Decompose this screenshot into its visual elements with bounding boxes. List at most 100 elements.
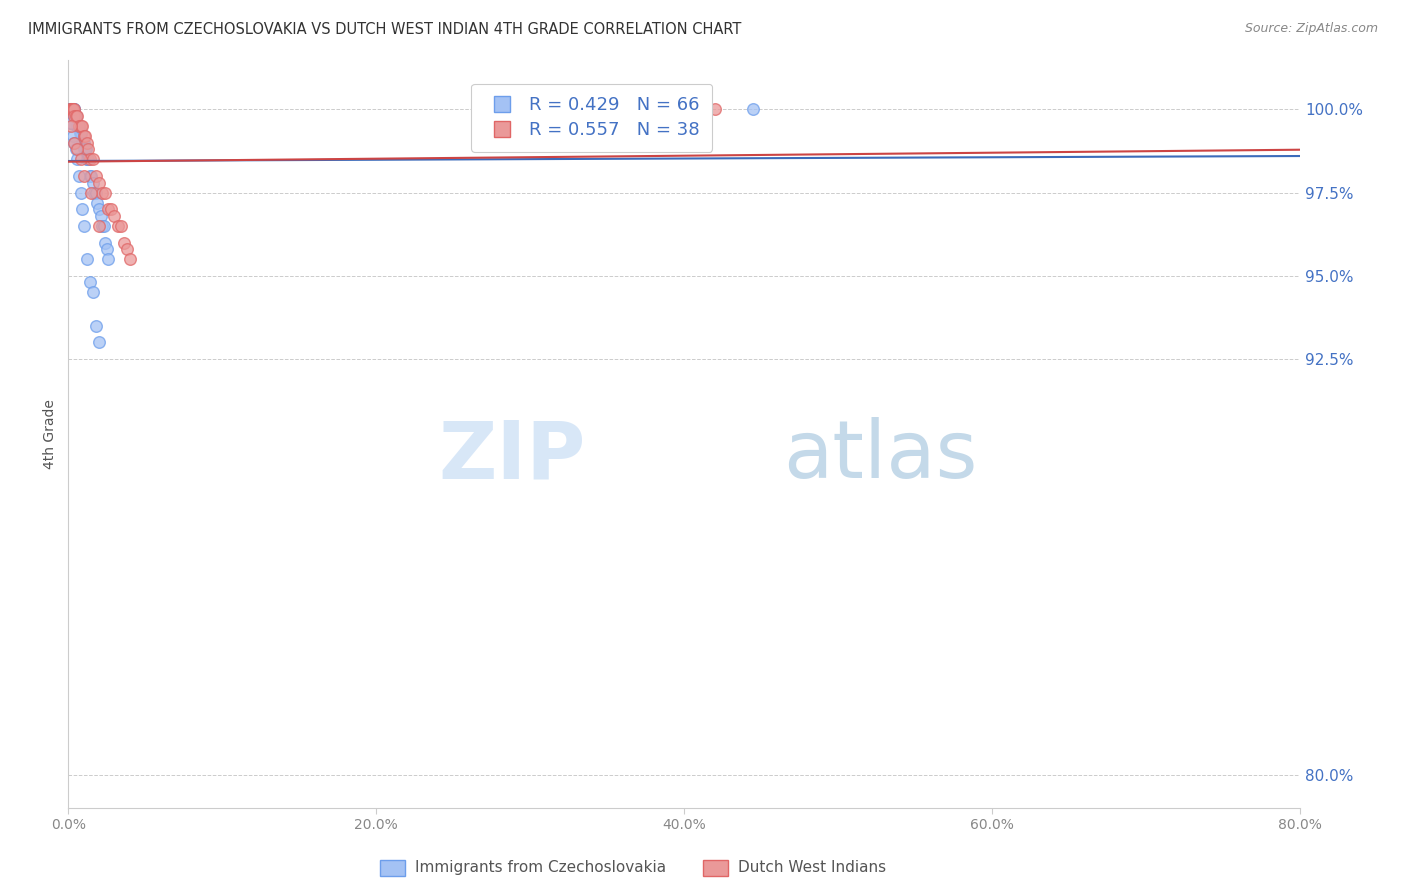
- Point: [65, 142, 87, 156]
- Point: [97, 202, 120, 217]
- Point: [66, 109, 89, 123]
- Point: [65, 109, 87, 123]
- Point: [62, 103, 84, 117]
- Point: [59, 116, 82, 130]
- Point: [87, 335, 110, 350]
- Point: [86, 195, 108, 210]
- Point: [67, 119, 90, 133]
- Legend: R = 0.429   N = 66, R = 0.557   N = 38: R = 0.429 N = 66, R = 0.557 N = 38: [471, 84, 713, 153]
- Point: [80, 169, 103, 183]
- Point: [76, 153, 98, 167]
- Text: ZIP: ZIP: [439, 417, 585, 495]
- Text: Source: ZipAtlas.com: Source: ZipAtlas.com: [1244, 22, 1378, 36]
- Point: [84, 186, 107, 200]
- Point: [59, 103, 82, 117]
- Point: [72, 136, 94, 150]
- Point: [83, 186, 105, 200]
- Point: [82, 153, 104, 167]
- Point: [72, 129, 94, 144]
- Point: [80, 186, 103, 200]
- Point: [62, 103, 84, 117]
- Point: [63, 136, 86, 150]
- Point: [72, 169, 94, 183]
- Point: [115, 242, 138, 256]
- Text: atlas: atlas: [783, 417, 977, 495]
- Point: [72, 136, 94, 150]
- Point: [94, 235, 117, 250]
- Point: [703, 103, 725, 117]
- Point: [70, 202, 93, 217]
- Point: [87, 202, 110, 217]
- Point: [75, 142, 97, 156]
- Point: [76, 136, 98, 150]
- Point: [63, 109, 86, 123]
- Point: [82, 285, 104, 300]
- Point: [62, 103, 84, 117]
- Point: [66, 142, 89, 156]
- Point: [112, 235, 135, 250]
- Point: [87, 219, 110, 233]
- Point: [60, 103, 83, 117]
- Point: [70, 136, 93, 150]
- Point: [60, 103, 83, 117]
- Point: [67, 169, 90, 183]
- Point: [79, 169, 101, 183]
- Point: [60, 116, 83, 130]
- Point: [110, 219, 132, 233]
- Point: [69, 126, 91, 140]
- Point: [63, 103, 86, 117]
- Point: [63, 109, 86, 123]
- Point: [73, 142, 96, 156]
- Point: [77, 142, 100, 156]
- Point: [91, 186, 114, 200]
- Point: [69, 153, 91, 167]
- Point: [82, 176, 104, 190]
- Point: [118, 252, 141, 267]
- Point: [65, 109, 87, 123]
- Point: [65, 109, 87, 123]
- Text: Dutch West Indians: Dutch West Indians: [738, 861, 886, 875]
- Point: [66, 119, 89, 133]
- Point: [94, 186, 117, 200]
- Point: [96, 242, 118, 256]
- Point: [59, 103, 82, 117]
- Point: [75, 129, 97, 144]
- Text: IMMIGRANTS FROM CZECHOSLOVAKIA VS DUTCH WEST INDIAN 4TH GRADE CORRELATION CHART: IMMIGRANTS FROM CZECHOSLOVAKIA VS DUTCH …: [28, 22, 741, 37]
- Text: Immigrants from Czechoslovakia: Immigrants from Czechoslovakia: [415, 861, 666, 875]
- Point: [103, 209, 125, 223]
- Point: [76, 252, 98, 267]
- Point: [90, 209, 112, 223]
- Point: [76, 153, 98, 167]
- Point: [100, 202, 122, 217]
- Point: [60, 103, 83, 117]
- Point: [62, 103, 84, 117]
- Point: [97, 252, 120, 267]
- Y-axis label: 4th Grade: 4th Grade: [44, 399, 58, 468]
- Point: [60, 103, 83, 117]
- Point: [62, 103, 84, 117]
- Point: [69, 186, 91, 200]
- Point: [79, 153, 101, 167]
- Point: [59, 103, 82, 117]
- Point: [75, 142, 97, 156]
- Point: [84, 169, 107, 183]
- Point: [66, 119, 89, 133]
- Point: [66, 153, 89, 167]
- Point: [79, 276, 101, 290]
- Point: [59, 103, 82, 117]
- Point: [59, 103, 82, 117]
- Point: [67, 119, 90, 133]
- Point: [77, 153, 100, 167]
- Point: [66, 119, 89, 133]
- Point: [63, 109, 86, 123]
- Point: [60, 119, 83, 133]
- Point: [59, 103, 82, 117]
- Point: [62, 129, 84, 144]
- Point: [63, 109, 86, 123]
- Point: [67, 119, 90, 133]
- Point: [91, 219, 114, 233]
- Point: [60, 103, 83, 117]
- Point: [70, 119, 93, 133]
- Point: [93, 219, 115, 233]
- Point: [69, 126, 91, 140]
